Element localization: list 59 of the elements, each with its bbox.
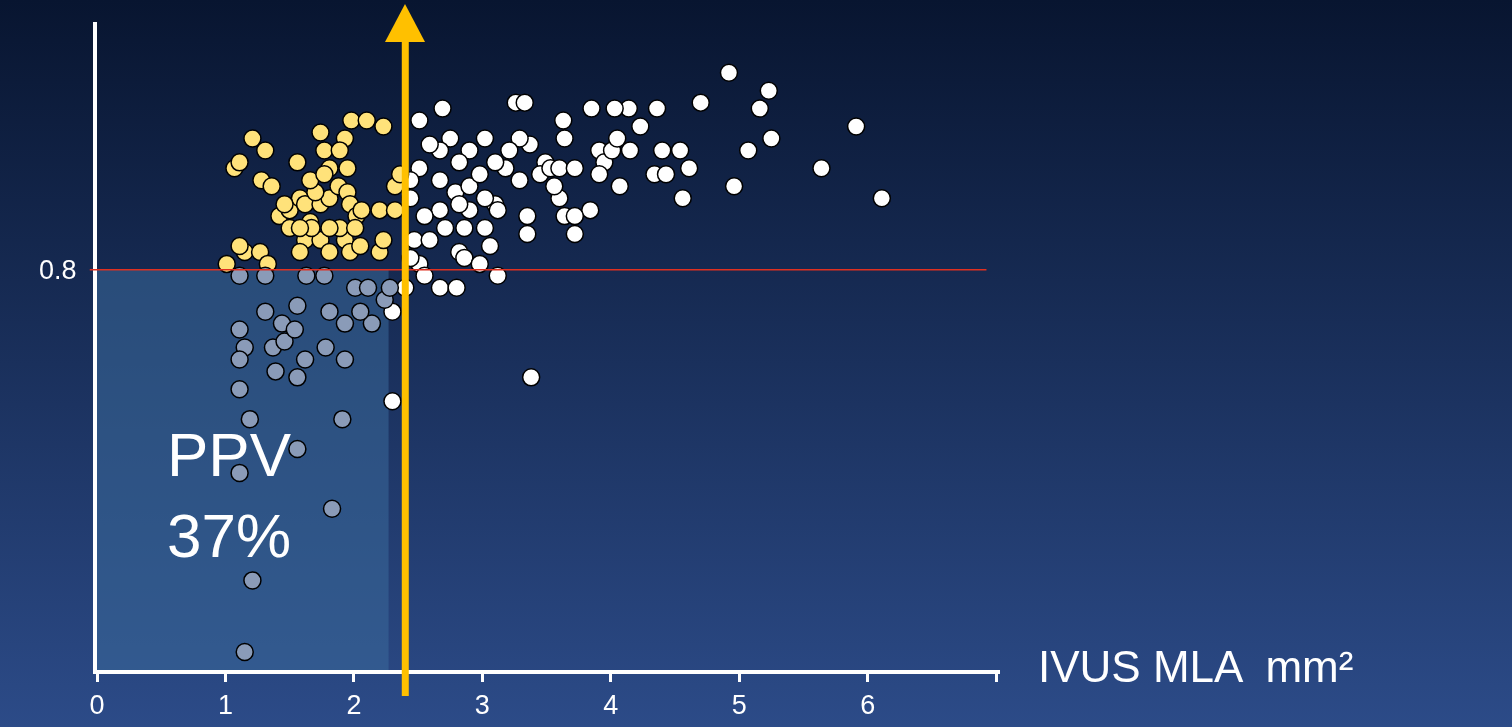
point (320, 242, 339, 262)
point (316, 338, 335, 357)
point (230, 153, 249, 172)
point (338, 159, 357, 178)
point (243, 129, 262, 148)
point (333, 409, 352, 429)
point (290, 218, 310, 238)
x-tick-label: 2 (346, 690, 362, 721)
point (295, 350, 315, 369)
point (352, 200, 371, 220)
point (230, 320, 249, 339)
point (357, 111, 376, 130)
point (374, 230, 393, 250)
text: 0.8 (39, 255, 77, 285)
point (288, 296, 307, 315)
point (235, 642, 254, 662)
annotation: PPV 37% (167, 420, 292, 570)
point (275, 194, 294, 214)
point (315, 141, 334, 160)
point (275, 332, 294, 351)
point (330, 141, 350, 160)
point (351, 236, 370, 256)
x-tick-label: 4 (603, 690, 619, 721)
point (320, 218, 339, 238)
point (322, 499, 342, 518)
point (351, 302, 370, 321)
x-tick-label: 6 (860, 690, 876, 721)
point (256, 141, 275, 160)
x-tick-label: 5 (731, 690, 747, 721)
point (266, 362, 285, 381)
x-tick-label: 3 (474, 690, 490, 721)
point (311, 123, 330, 142)
point (374, 117, 393, 136)
point (385, 200, 405, 220)
point (320, 302, 339, 321)
point (370, 200, 389, 220)
x-tick-label: 1 (217, 690, 233, 721)
point (300, 171, 320, 190)
point (243, 571, 262, 590)
point (362, 314, 382, 333)
point (262, 176, 281, 196)
point (285, 320, 305, 339)
point (288, 153, 307, 172)
point (315, 165, 334, 184)
point (256, 302, 275, 321)
point (335, 350, 355, 369)
x-axis-title: IVUS MLA mm² (1038, 642, 1354, 691)
point (345, 218, 365, 238)
point (230, 350, 249, 369)
point (240, 409, 260, 429)
point (230, 380, 249, 399)
point (335, 314, 355, 333)
point (342, 111, 361, 130)
point (358, 278, 378, 298)
point (288, 368, 307, 387)
x-tick-label: 0 (89, 690, 105, 721)
point (230, 236, 249, 256)
point (380, 278, 400, 298)
point (290, 242, 310, 262)
